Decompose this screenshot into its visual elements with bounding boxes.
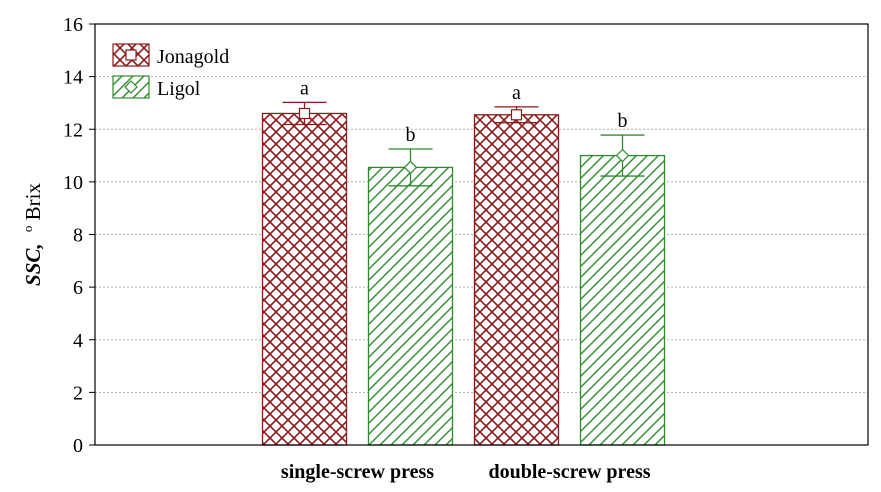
legend-marker	[124, 80, 138, 94]
mean-marker	[510, 109, 523, 121]
bar	[261, 112, 348, 446]
legend-label: Jonagold	[157, 46, 229, 68]
mean-marker	[298, 107, 311, 120]
x-category-label: single-screw press	[281, 461, 434, 483]
y-tick-label: 4	[73, 330, 83, 352]
gridlines	[95, 76, 868, 393]
y-tick-label: 16	[63, 14, 83, 36]
significance-letter: a	[300, 77, 309, 99]
y-tick-label: 12	[63, 119, 83, 141]
legend: Jonagold Ligol	[112, 43, 229, 100]
y-axis: 0 2 4 6 8 10 12 14 16	[63, 14, 95, 457]
y-tick-label: 6	[73, 277, 83, 299]
mean-marker	[615, 148, 630, 163]
bars	[261, 112, 666, 446]
x-axis: single-screw press double-screw press	[281, 461, 651, 483]
bar	[579, 154, 666, 446]
legend-marker	[125, 49, 137, 61]
y-tick-label: 14	[63, 67, 83, 89]
mean-marker	[403, 160, 418, 175]
error-bars: a a b b	[282, 77, 645, 187]
y-tick-label: 10	[63, 172, 83, 194]
legend-label: Ligol	[157, 78, 201, 100]
bar	[367, 166, 454, 446]
significance-letter: b	[618, 110, 628, 132]
y-axis-label-variable: SSC,	[21, 243, 45, 286]
y-tick-label: 0	[73, 435, 83, 457]
significance-letter: b	[406, 124, 416, 146]
y-axis-label: SSC, o Brix	[13, 183, 45, 286]
y-tick-label: 2	[73, 382, 83, 404]
y-axis-label-degree: o	[20, 226, 35, 233]
significance-letter: a	[512, 82, 521, 104]
y-axis-label-unit: Brix	[21, 183, 45, 221]
bar	[473, 114, 560, 446]
y-tick-label: 8	[73, 225, 83, 247]
x-category-label: double-screw press	[488, 461, 650, 483]
